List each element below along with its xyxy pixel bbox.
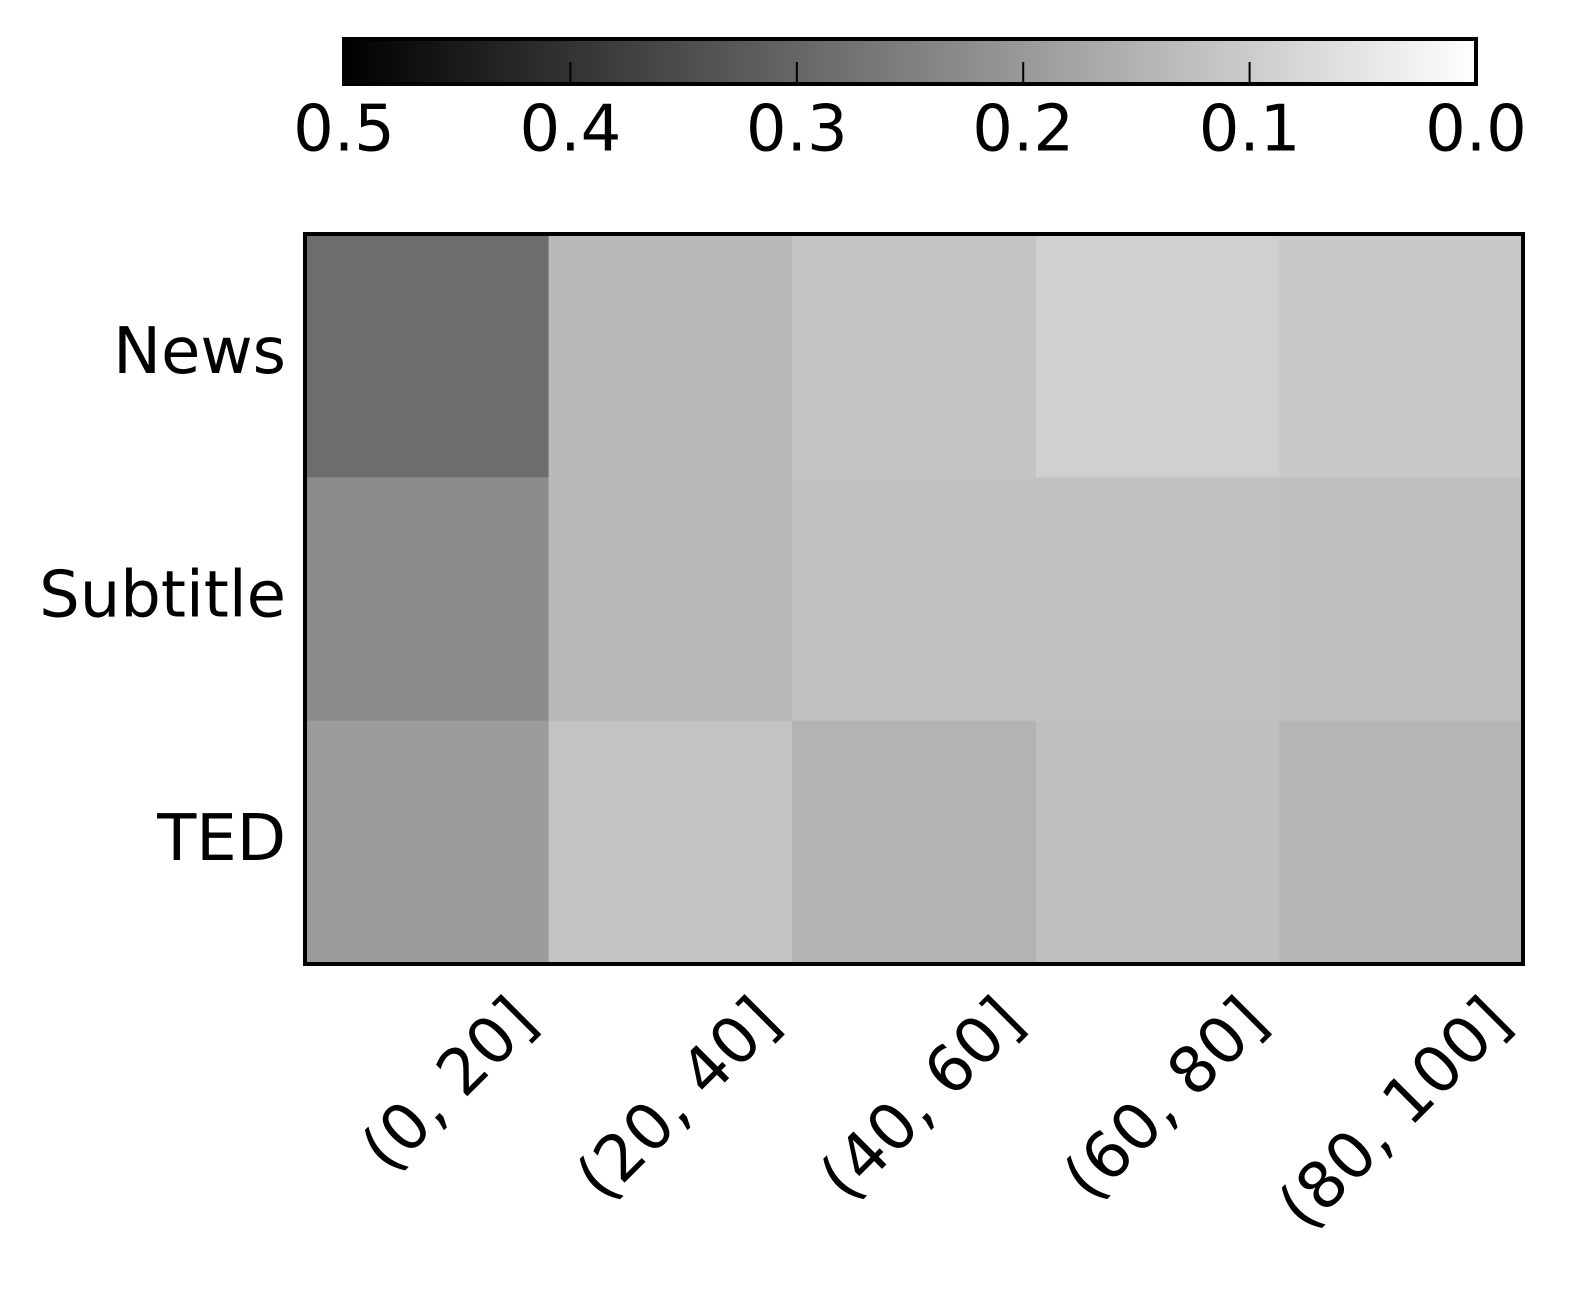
heatmap-cell — [792, 234, 1037, 478]
y-tick-label: TED — [156, 802, 286, 876]
heatmap-cell — [1035, 477, 1280, 722]
colorbar-tick-label: 0.3 — [746, 93, 848, 167]
heatmap-cell — [792, 720, 1037, 965]
heatmap-cell — [1035, 234, 1280, 478]
x-tick-label: (40, 60] — [806, 983, 1038, 1215]
heatmap-cell — [548, 234, 793, 478]
heatmap-cell — [1279, 234, 1524, 478]
heatmap-cell — [548, 720, 793, 965]
x-tick-label: (0, 20] — [348, 983, 551, 1186]
heatmap-cell — [1279, 477, 1524, 722]
colorbar-tick-label: 0.1 — [1199, 93, 1301, 167]
colorbar-tick-label: 0.4 — [520, 93, 622, 167]
colorbar — [342, 37, 1478, 86]
heatmap-cell — [792, 477, 1037, 722]
colorbar-tick-label: 0.2 — [972, 93, 1074, 167]
heatmap-cell — [548, 477, 793, 722]
heatmap-cell — [305, 720, 550, 965]
x-tick-label: (60, 80] — [1050, 983, 1282, 1215]
heatmap-cell — [1279, 720, 1524, 965]
plot-frame — [303, 232, 1525, 966]
y-tick-label: News — [113, 315, 286, 389]
colorbar-tick-label: 0.5 — [293, 93, 395, 167]
colorbar-tick-label: 0.0 — [1425, 93, 1527, 167]
heatmap-cell — [1035, 720, 1280, 965]
x-tick-label: (20, 40] — [563, 983, 795, 1215]
x-tick-label: (80, 100] — [1265, 983, 1525, 1243]
heatmap-cell — [305, 234, 550, 478]
heatmap-cell — [305, 477, 550, 722]
y-tick-label: Subtitle — [39, 559, 286, 633]
